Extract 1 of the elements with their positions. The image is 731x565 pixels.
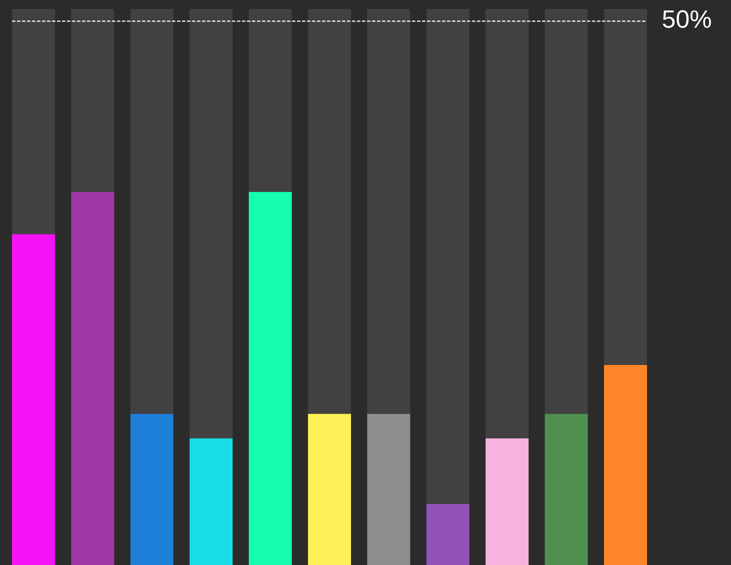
text: 50%: [662, 10, 711, 28]
